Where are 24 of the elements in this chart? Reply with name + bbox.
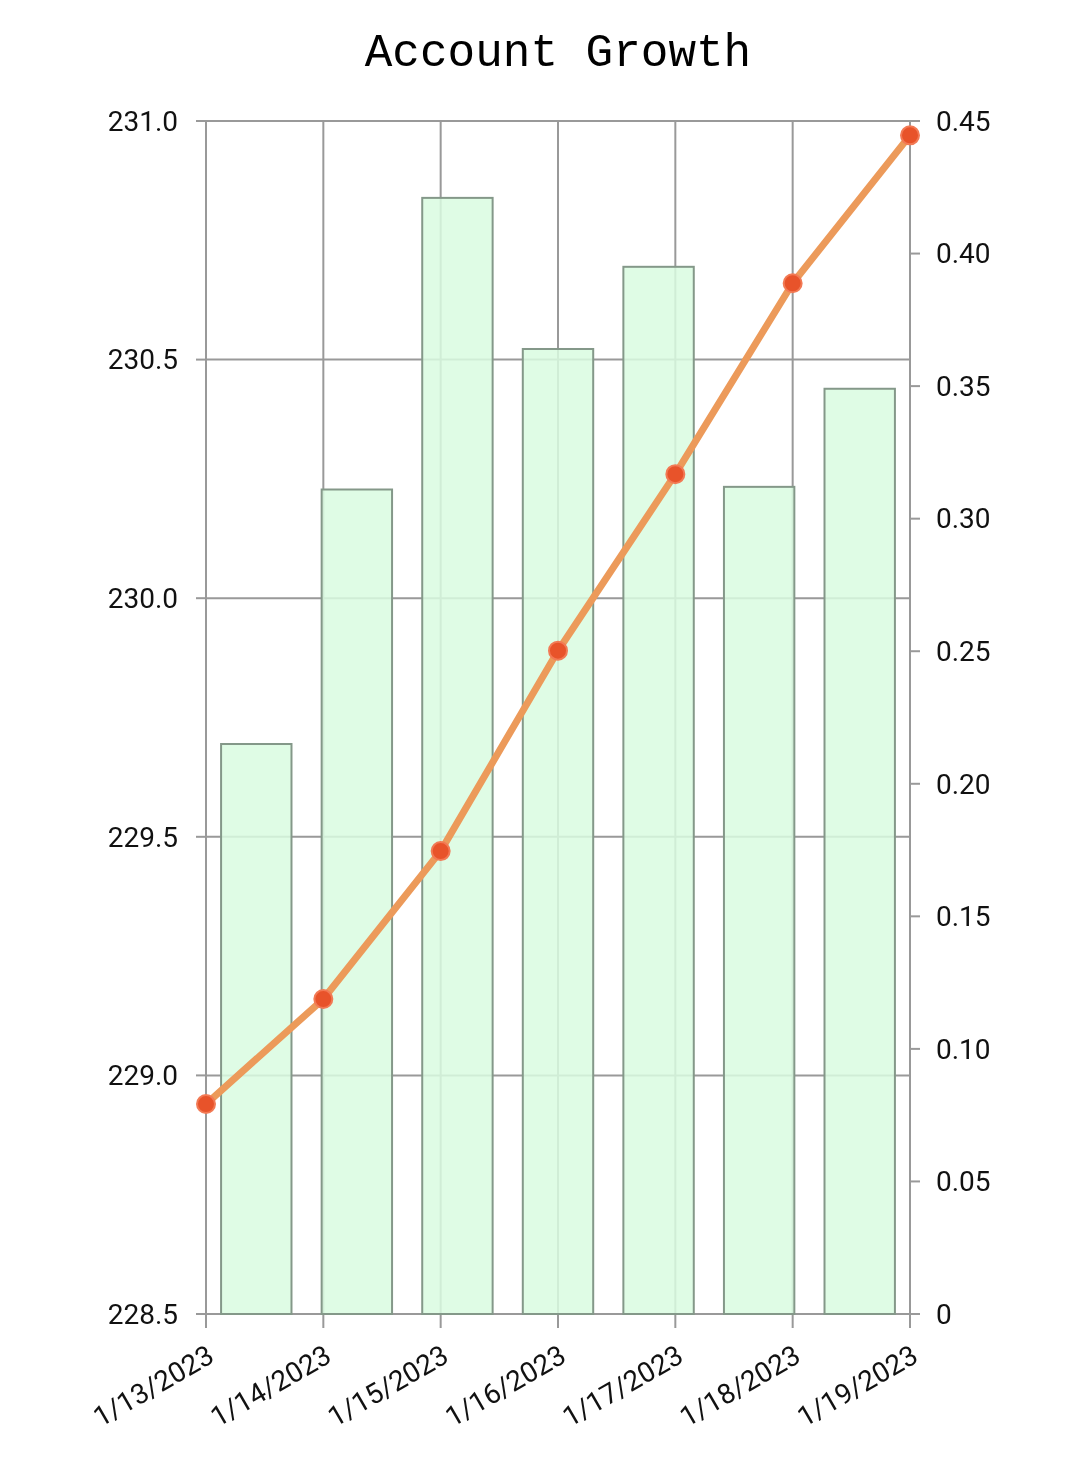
y-tick-label: 229.5 [107, 820, 178, 854]
y2-tick-label: 0.40 [936, 237, 991, 271]
y2-tick-label: 0.05 [936, 1165, 991, 1199]
y2-tick-label: 0.15 [936, 900, 991, 934]
y2-tick-label: 0.25 [936, 635, 991, 669]
y2-tick-label: 0.30 [936, 502, 991, 536]
point [548, 640, 568, 661]
y-tick-label: 229.0 [107, 1059, 178, 1093]
point [313, 989, 334, 1010]
point [782, 273, 803, 294]
y2-tick-label: 0.45 [936, 104, 991, 138]
y2-tick-label: 0 [936, 1297, 952, 1331]
y-tick-label: 228.5 [107, 1297, 178, 1331]
point [430, 841, 451, 862]
point [196, 1094, 216, 1115]
y-tick-label: 230.5 [107, 343, 178, 377]
point [900, 125, 920, 146]
y-tick-label: 230.0 [107, 582, 178, 615]
chart-title: Account Growth [364, 28, 752, 80]
y2-tick-label: 0.10 [936, 1032, 991, 1066]
y2-tick-label: 0.20 [936, 767, 991, 801]
y-tick-label: 231.0 [107, 104, 178, 138]
y2-tick-label: 0.35 [936, 369, 991, 403]
point [665, 464, 686, 485]
